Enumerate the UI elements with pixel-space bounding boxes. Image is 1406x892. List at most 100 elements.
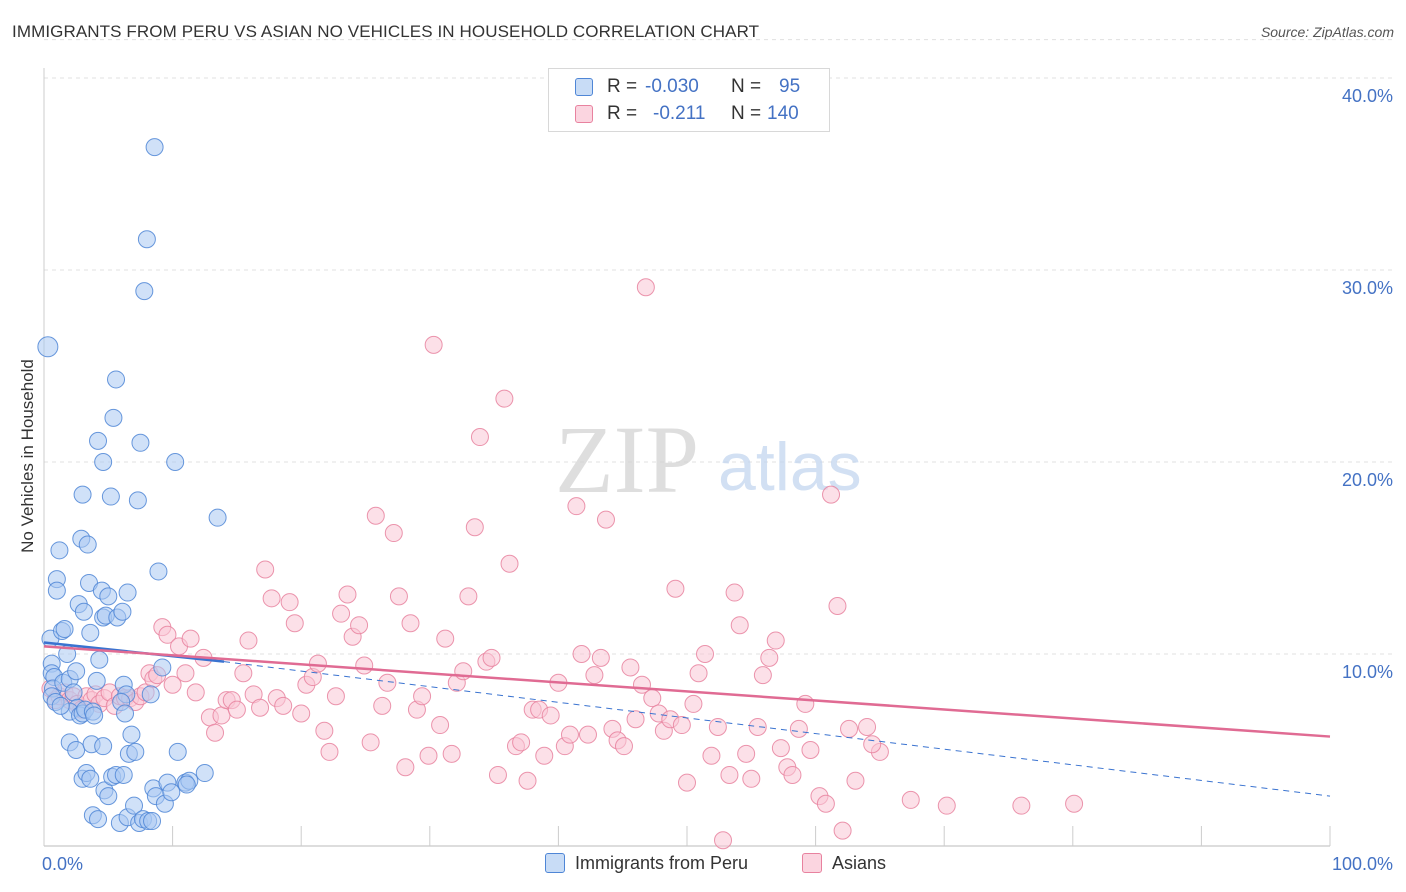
data-point-peru xyxy=(116,704,135,723)
data-point-asians xyxy=(822,485,841,504)
data-point-asians xyxy=(737,744,756,763)
legend-r-label: R = xyxy=(607,103,638,124)
data-point-asians xyxy=(937,796,956,815)
data-point-asians xyxy=(389,587,408,606)
data-point-asians xyxy=(828,597,847,615)
data-point-asians xyxy=(482,648,501,667)
legend-r-value: -0.030 xyxy=(645,76,699,97)
y-axis-label: No Vehicles in Household xyxy=(18,359,37,553)
data-point-peru xyxy=(137,230,156,249)
data-point-asians xyxy=(636,278,655,297)
data-point-asians xyxy=(901,790,920,809)
data-point-asians xyxy=(436,629,455,648)
data-point-asians xyxy=(234,664,253,683)
data-point-asians xyxy=(816,794,835,813)
data-point-asians xyxy=(373,696,392,715)
data-point-asians xyxy=(702,746,721,765)
data-point-peru xyxy=(153,658,172,677)
data-point-asians xyxy=(355,656,374,675)
data-point-asians xyxy=(621,658,640,677)
bottom-legend-swatch-pink xyxy=(802,853,822,873)
data-point-asians xyxy=(212,706,231,725)
bottom-legend-label: Immigrants from Peru xyxy=(575,853,749,873)
trendline-peru-dashed xyxy=(223,661,1331,797)
data-point-peru xyxy=(128,491,147,510)
data-point-peru xyxy=(101,487,120,506)
data-point-asians xyxy=(748,717,767,736)
data-point-peru xyxy=(85,706,104,725)
data-point-asians xyxy=(378,673,397,692)
data-point-asians xyxy=(666,579,685,598)
data-point-asians xyxy=(338,585,357,604)
data-point-peru xyxy=(149,562,168,581)
data-point-peru xyxy=(141,685,160,704)
data-point-asians xyxy=(431,716,450,735)
data-point-asians xyxy=(1012,796,1031,815)
data-point-asians xyxy=(500,554,519,573)
legend-n-value: 95 xyxy=(779,76,801,97)
data-point-asians xyxy=(350,616,369,635)
data-point-asians xyxy=(227,700,246,719)
grid-layer xyxy=(44,39,1392,655)
data-point-asians xyxy=(833,821,852,840)
data-point-asians xyxy=(332,604,351,623)
data-point-peru xyxy=(67,741,86,759)
data-point-asians xyxy=(518,771,537,790)
data-point-peru xyxy=(55,620,74,639)
y-tick-label: 30.0% xyxy=(1342,278,1393,298)
legend-r-label: R = xyxy=(607,76,638,97)
data-point-asians xyxy=(789,719,808,738)
data-point-asians xyxy=(176,664,195,683)
data-point-asians xyxy=(366,506,385,525)
watermark-atlas: atlas xyxy=(718,429,862,505)
data-point-peru xyxy=(135,282,154,301)
chart-title: IMMIGRANTS FROM PERU VS ASIAN NO VEHICLE… xyxy=(12,22,760,41)
data-point-asians xyxy=(796,694,815,713)
data-point-asians xyxy=(274,696,293,715)
trend-layer xyxy=(43,641,1331,797)
data-point-asians xyxy=(783,765,802,784)
data-point-peru xyxy=(64,683,83,702)
data-point-asians xyxy=(459,587,478,606)
data-point-peru xyxy=(99,587,118,606)
data-point-peru xyxy=(104,408,123,427)
legend-row-peru: R = -0.030 N = 95 xyxy=(549,74,829,100)
legend-n-label: N = xyxy=(731,103,762,124)
data-point-asians xyxy=(384,524,403,543)
data-point-asians xyxy=(181,629,200,648)
data-point-asians xyxy=(541,706,560,725)
data-point-asians xyxy=(572,645,591,663)
legend-row-asians: R = -0.211 N = 140 xyxy=(549,101,829,127)
data-point-peru xyxy=(51,696,70,715)
data-point-asians xyxy=(858,717,877,736)
legend-n-value: 140 xyxy=(767,103,799,124)
data-point-asians xyxy=(720,765,739,784)
data-point-asians xyxy=(863,735,882,754)
data-point-peru xyxy=(113,602,132,621)
data-point-peru xyxy=(166,453,185,471)
data-point-peru xyxy=(145,138,164,157)
bottom-legend-label: Asians xyxy=(832,853,887,873)
data-point-asians xyxy=(614,737,633,756)
data-point-asians xyxy=(285,614,304,633)
y-tick-label: 10.0% xyxy=(1342,662,1393,682)
data-point-peru xyxy=(73,485,92,504)
data-point-peru xyxy=(177,775,196,794)
data-point-asians xyxy=(535,746,554,765)
data-point-peru xyxy=(67,662,86,681)
data-point-asians xyxy=(158,625,177,644)
data-point-peru xyxy=(208,508,227,527)
data-point-asians xyxy=(696,645,715,663)
watermark: ZIP atlas xyxy=(555,406,862,513)
data-point-asians xyxy=(801,741,820,759)
chart-source: Source: ZipAtlas.com xyxy=(1260,24,1394,40)
data-point-peru xyxy=(195,764,214,783)
data-point-peru xyxy=(168,742,187,761)
data-point-asians xyxy=(846,771,865,790)
y-tick-label: 40.0% xyxy=(1342,86,1393,106)
legend-swatch-pink xyxy=(575,105,593,123)
data-point-asians xyxy=(256,560,275,579)
data-point-peru xyxy=(81,623,100,642)
data-point-asians xyxy=(465,518,484,537)
data-point-asians xyxy=(689,664,708,683)
